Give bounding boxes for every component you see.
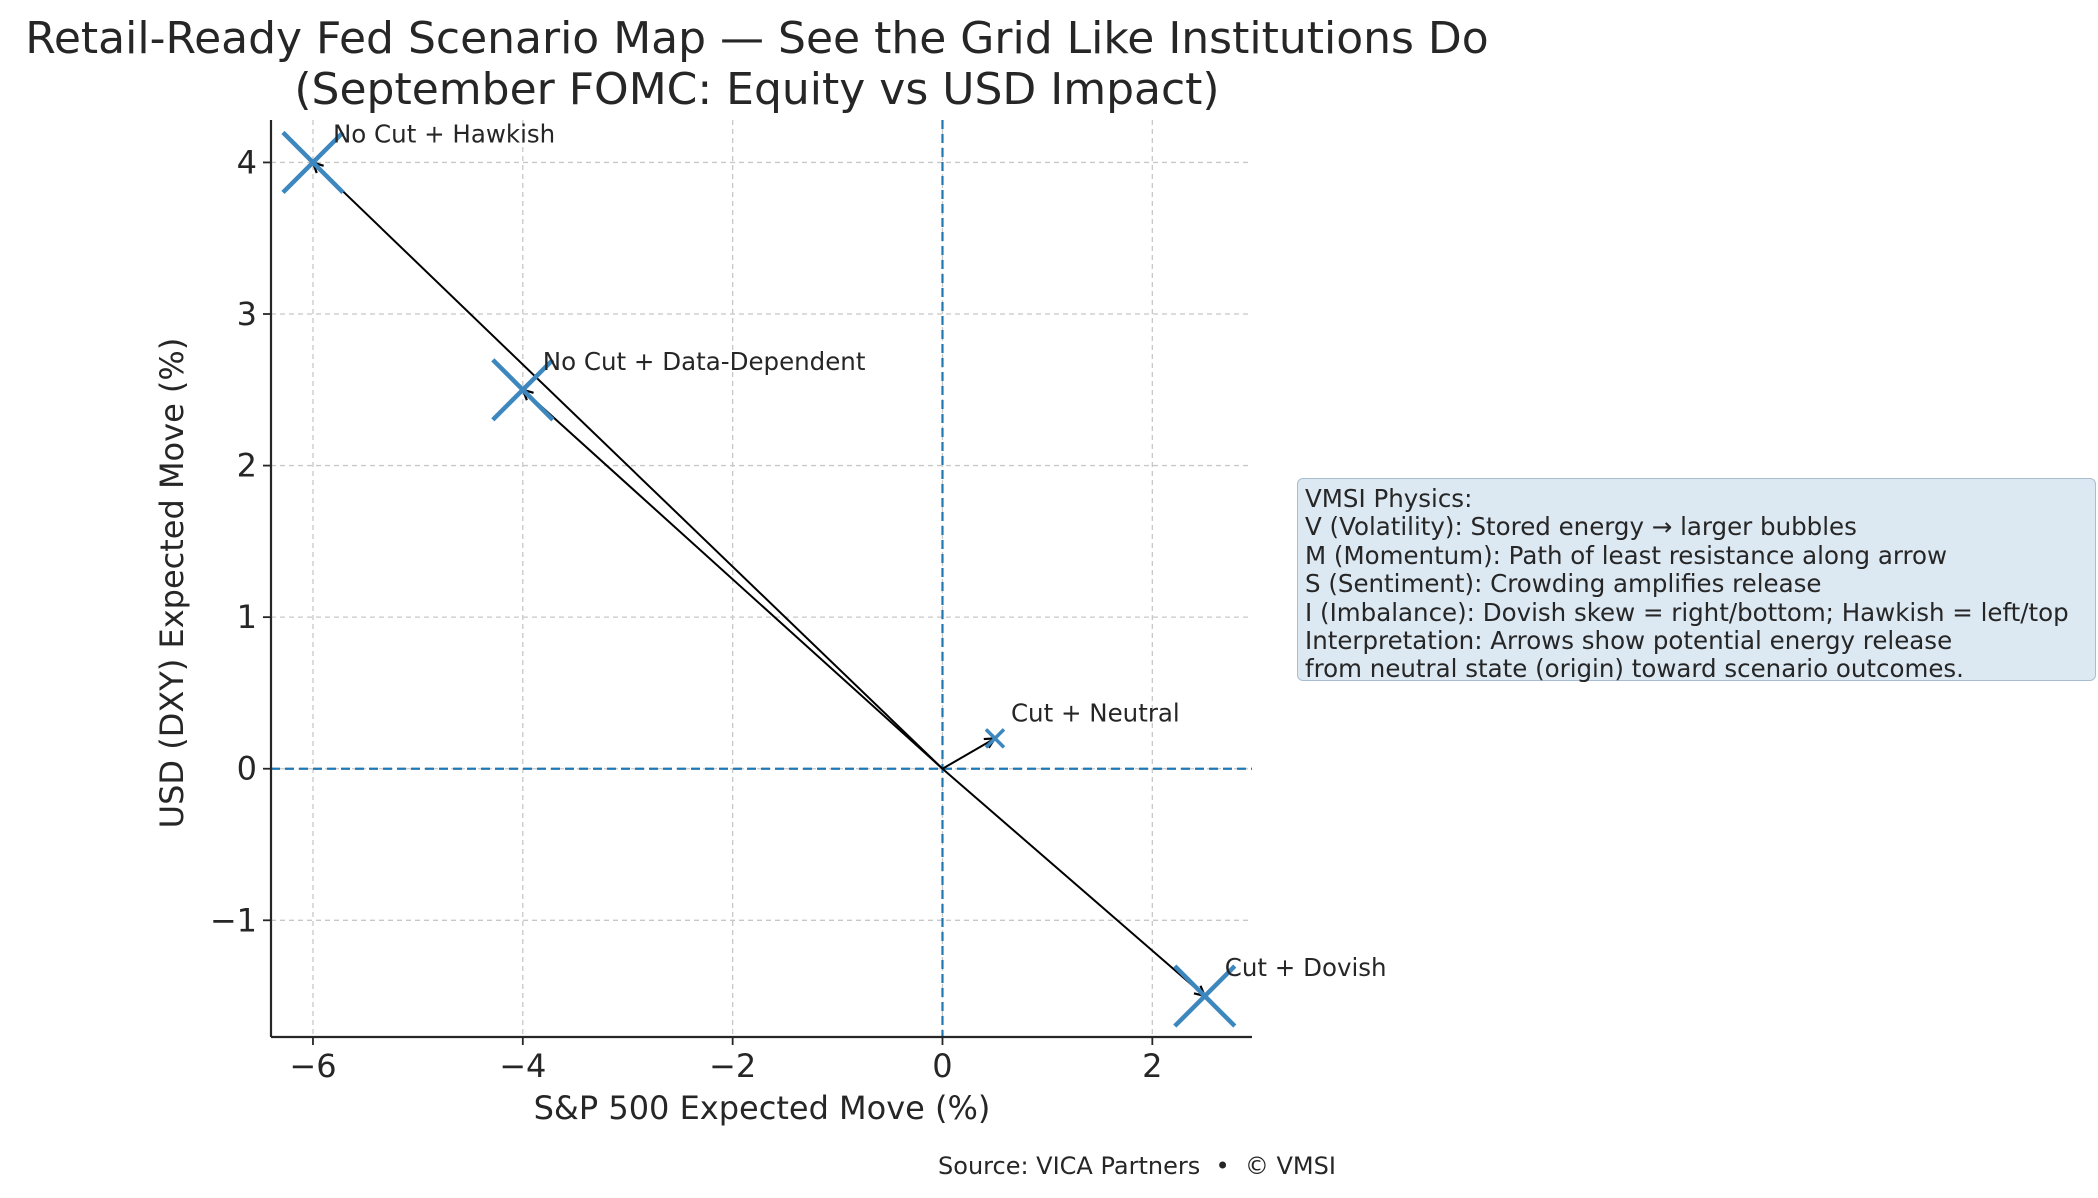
scenario-markers: No Cut + Hawkish No Cut + Data-Dependent C… — [281, 119, 1387, 1028]
scenario-marker — [984, 728, 1006, 749]
chart-title-line-1: Retail-Ready Fed Scenario Map — See the … — [25, 13, 1488, 64]
annotation-line: M (Momentum): Path of least resistance a… — [1305, 540, 1948, 570]
chart-title-line-2: (September FOMC: Equity vs USD Impact) — [294, 64, 1219, 115]
scenario-arrow — [941, 738, 994, 770]
x-tick-label: 0 — [932, 1047, 952, 1085]
y-tick-label: 1 — [237, 598, 257, 636]
source-credit: Source: VICA Partners • © VMSI — [938, 1152, 1336, 1180]
marker-stroke — [1173, 964, 1237, 1028]
tick-labels: −6 −4 −2 0 2 −1 0 1 2 3 4 — [210, 143, 1163, 1085]
annotation-line: S (Sentiment): Crowding amplifies releas… — [1305, 569, 1822, 599]
grid-lines — [271, 120, 1252, 1037]
point-label: Cut + Dovish — [1225, 953, 1387, 982]
point-label: No Cut + Data-Dependent — [543, 347, 866, 376]
x-tick-label: −2 — [709, 1047, 756, 1085]
x-tick-label: 2 — [1142, 1047, 1162, 1085]
marker-stroke — [491, 358, 555, 422]
scenario-arrow — [523, 390, 944, 770]
y-tick-label: −1 — [210, 901, 257, 939]
reference-lines — [271, 120, 1252, 1037]
x-tick-label: −6 — [289, 1047, 336, 1085]
scenario-arrows — [313, 162, 1205, 996]
x-tick-label: −4 — [499, 1047, 546, 1085]
y-tick-label: 3 — [237, 295, 257, 333]
annotation-line: Interpretation: Arrows show potential en… — [1305, 626, 1953, 656]
scenario-arrow — [313, 162, 944, 770]
annotation-line: I (Imbalance): Dovish skew = right/botto… — [1305, 597, 2069, 627]
x-axis-title: S&P 500 Expected Move (%) — [534, 1089, 991, 1127]
point-label: Cut + Neutral — [1011, 698, 1180, 727]
y-tick-label: 2 — [237, 447, 257, 485]
y-tick-label: 0 — [237, 750, 257, 788]
marker-stroke — [281, 130, 345, 195]
scenario-marker — [491, 358, 555, 422]
point-label: No Cut + Hawkish — [333, 119, 555, 148]
scenario-marker — [1173, 964, 1237, 1028]
scenario-arrow — [941, 767, 1204, 996]
annotation-line: VMSI Physics: — [1305, 484, 1473, 513]
y-tick-label: 4 — [237, 143, 257, 181]
annotation-line: V (Volatility): Stored energy → larger b… — [1305, 512, 1857, 542]
annotation-line: from neutral state (origin) toward scena… — [1305, 654, 1964, 684]
marker-stroke — [984, 728, 1006, 749]
y-axis-title: USD (DXY) Expected Move (%) — [153, 338, 191, 829]
annotation-box: VMSI Physics: V (Volatility): Stored ene… — [1297, 478, 2096, 684]
scenario-marker — [281, 130, 345, 195]
axes — [269, 120, 1252, 1039]
